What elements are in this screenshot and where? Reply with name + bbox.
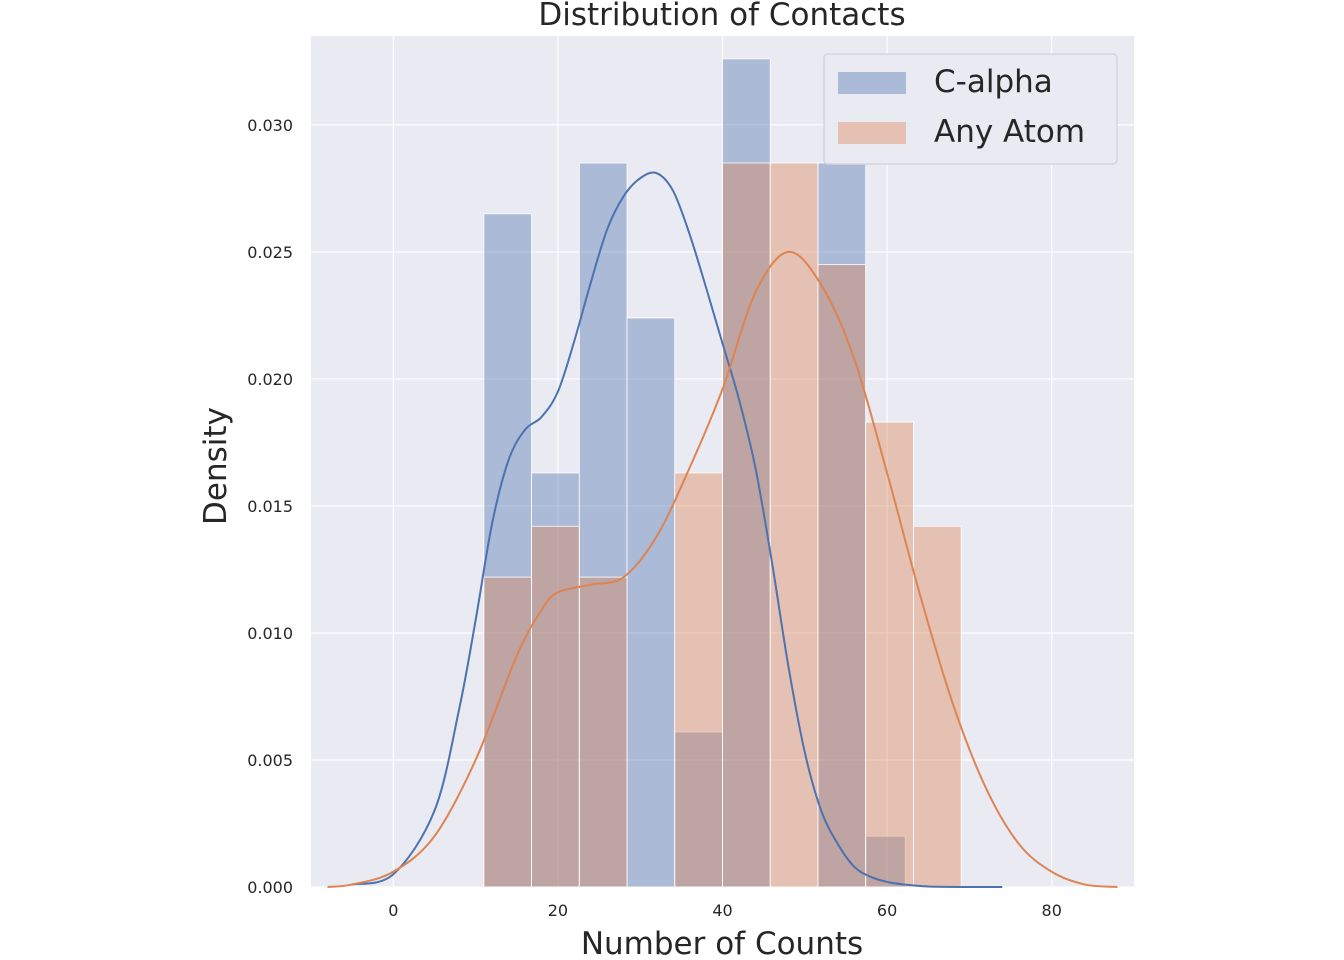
any-atom-bar [865, 421, 914, 888]
legend-swatch-any-atom [838, 122, 906, 144]
y-tick-label: 0.030 [247, 116, 293, 135]
c-alpha-bar [722, 58, 771, 888]
any-atom-bar [531, 525, 580, 888]
x-tick-label: 20 [548, 901, 568, 920]
x-tick-label: 0 [388, 901, 398, 920]
any-atom-bar [769, 162, 819, 888]
any-atom-bar [483, 576, 532, 888]
any-atom-kde-line [327, 250, 1118, 888]
x-tick-label: 40 [712, 901, 732, 920]
legend: C-alpha Any Atom [823, 53, 1118, 165]
any-atom-bar [817, 264, 867, 888]
x-tick-label: 80 [1042, 901, 1062, 920]
c-alpha-bar [578, 162, 628, 888]
any-atom-bar [578, 576, 628, 888]
c-alpha-kde-line [351, 171, 1003, 889]
c-alpha-bar [483, 213, 532, 888]
legend-swatch-c-alpha [838, 72, 906, 94]
x-tick-labels: 0 20 40 60 80 [388, 901, 1062, 920]
y-tick-label: 0.020 [247, 370, 293, 389]
y-axis-label: Density [198, 407, 234, 525]
y-tick-label: 0.015 [247, 497, 293, 516]
legend-label-c-alpha: C-alpha [934, 64, 1053, 100]
x-tick-label: 60 [877, 901, 897, 920]
y-tick-label: 0.000 [247, 878, 293, 897]
y-tick-label: 0.010 [247, 624, 293, 643]
any-atom-bar [722, 162, 771, 888]
y-tick-label: 0.025 [247, 243, 293, 262]
c-alpha-bar [626, 317, 676, 888]
any-atom-histogram [483, 162, 962, 888]
legend-frame [823, 53, 1118, 165]
legend-label-any-atom: Any Atom [934, 114, 1085, 150]
chart-title: Distribution of Contacts [538, 0, 905, 33]
y-tick-labels: 0.000 0.005 0.010 0.015 0.020 0.025 0.030 [247, 116, 293, 897]
x-axis-label: Number of Counts [581, 926, 863, 960]
y-tick-label: 0.005 [247, 751, 293, 770]
any-atom-bar [674, 472, 723, 888]
